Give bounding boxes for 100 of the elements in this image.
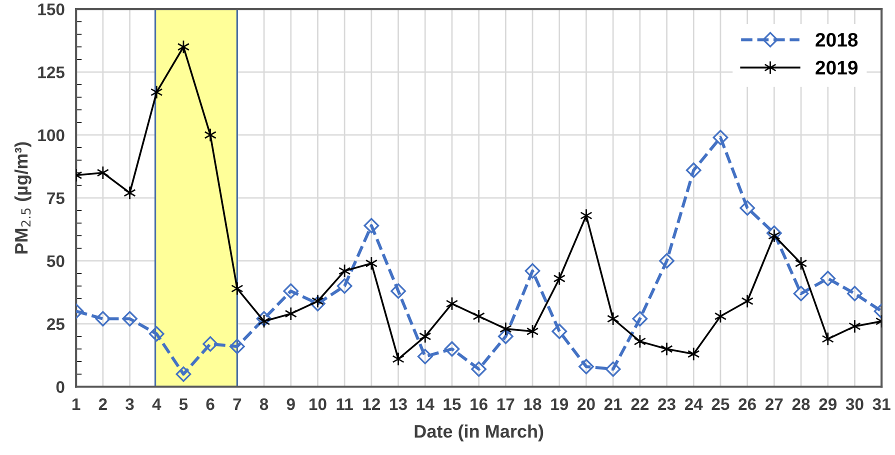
y-tick-label: 75 xyxy=(47,192,64,204)
x-tick-label: 15 xyxy=(444,398,461,410)
x-tick-label: 24 xyxy=(684,398,703,410)
point xyxy=(231,282,244,296)
x-tick-label: 4 xyxy=(152,398,162,410)
point xyxy=(229,338,245,354)
point xyxy=(312,294,324,308)
point xyxy=(124,186,136,200)
point xyxy=(605,361,621,377)
point xyxy=(740,200,756,216)
x-tick-label: 3 xyxy=(126,398,134,410)
x-tick-label: 30 xyxy=(846,398,864,410)
point xyxy=(390,283,406,299)
point xyxy=(524,263,540,279)
point xyxy=(148,326,164,342)
point xyxy=(848,319,861,334)
x-tick-label: 16 xyxy=(470,398,488,410)
point xyxy=(822,332,834,346)
x-tick-label: 14 xyxy=(416,398,434,410)
point xyxy=(580,208,592,222)
x-tick-label: 22 xyxy=(631,398,649,410)
x-tick-label: 9 xyxy=(286,398,295,410)
point xyxy=(202,336,218,352)
point xyxy=(284,306,297,321)
x-tick-label: 25 xyxy=(712,398,730,410)
point xyxy=(122,311,138,326)
point xyxy=(606,312,620,326)
x-tick-label: 19 xyxy=(551,398,568,410)
x-tick-label: 12 xyxy=(363,398,380,410)
point xyxy=(338,264,351,278)
point xyxy=(150,85,163,100)
x-tick-label: 28 xyxy=(792,398,810,410)
y-tick-label: 25 xyxy=(47,318,64,330)
point xyxy=(95,311,111,326)
y-tick-label: 125 xyxy=(38,66,64,78)
point xyxy=(632,311,648,326)
point xyxy=(714,309,727,324)
point xyxy=(552,324,568,340)
point xyxy=(258,314,270,328)
point xyxy=(310,296,326,312)
x-tick-label: 11 xyxy=(336,398,353,410)
point xyxy=(472,309,485,324)
legend-label: 2019 xyxy=(816,60,858,75)
y-tick-label: 100 xyxy=(38,129,64,142)
x-tick-label: 21 xyxy=(604,398,622,410)
point xyxy=(794,256,808,270)
point xyxy=(256,311,272,326)
x-tick-label: 2 xyxy=(98,398,107,410)
x-tick-label: 27 xyxy=(765,398,783,410)
legend-label: 2018 xyxy=(816,32,858,47)
point xyxy=(446,296,458,311)
point xyxy=(417,348,433,364)
point xyxy=(712,130,728,146)
point xyxy=(419,329,432,344)
x-tick-label: 6 xyxy=(206,398,214,410)
point xyxy=(634,334,646,348)
point xyxy=(820,270,836,286)
point xyxy=(365,256,378,270)
x-tick-label: 29 xyxy=(819,398,837,410)
point xyxy=(471,361,487,377)
x-tick-label: 26 xyxy=(738,398,756,410)
x-tick-label: 10 xyxy=(310,398,326,410)
point xyxy=(444,341,460,357)
point xyxy=(364,218,380,234)
point xyxy=(741,294,754,308)
point xyxy=(283,283,299,299)
x-tick-label: 17 xyxy=(497,398,514,410)
point xyxy=(392,352,404,366)
point xyxy=(336,278,352,294)
x-tick-label: 13 xyxy=(390,398,407,410)
x-tick-label: 20 xyxy=(578,398,595,410)
point xyxy=(793,286,809,302)
x-tick-label: 8 xyxy=(260,398,268,410)
point xyxy=(500,322,512,336)
x-tick-label: 5 xyxy=(179,398,188,410)
point xyxy=(553,272,566,286)
y-tick-label: 150 xyxy=(38,4,64,16)
y-tick-label: 0 xyxy=(56,381,64,393)
point xyxy=(659,253,674,269)
y-axis-title: PM$_{2.5}$ (µg/m³) xyxy=(14,142,32,254)
x-tick-label: 1 xyxy=(72,398,80,410)
point xyxy=(96,166,110,180)
x-axis-title: Date (in March) xyxy=(414,424,544,442)
point xyxy=(578,358,594,374)
point xyxy=(847,286,862,302)
x-tick-label: 23 xyxy=(658,398,676,410)
x-tick-label: 31 xyxy=(872,398,890,410)
x-tick-label: 7 xyxy=(233,398,242,410)
point xyxy=(498,328,514,344)
y-tick-label: 50 xyxy=(46,255,64,268)
x-tick-label: 18 xyxy=(524,398,542,410)
point xyxy=(177,40,190,54)
point xyxy=(204,128,216,142)
point xyxy=(768,228,780,243)
point xyxy=(766,225,782,241)
point xyxy=(686,162,702,178)
point xyxy=(176,366,192,382)
point xyxy=(688,347,700,361)
point xyxy=(660,342,673,356)
point xyxy=(526,324,539,338)
